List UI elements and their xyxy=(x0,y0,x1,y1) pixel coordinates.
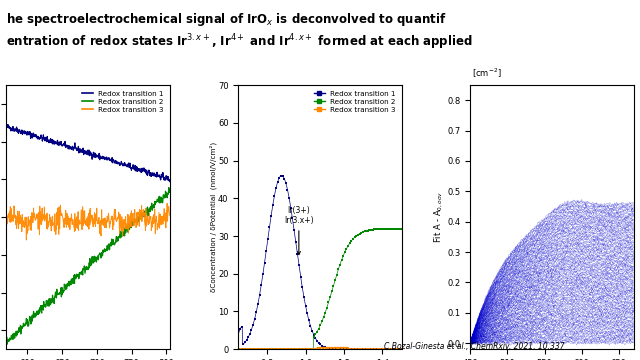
Legend: Redox transition 1, Redox transition 2, Redox transition 3: Redox transition 1, Redox transition 2, … xyxy=(79,89,166,115)
Legend: Redox transition 1, Redox transition 2, Redox transition 3: Redox transition 1, Redox transition 2, … xyxy=(312,89,398,115)
Y-axis label: Fit A - A$_{0,oov}$: Fit A - A$_{0,oov}$ xyxy=(432,191,445,243)
Text: Ir(3+)
Ir(3.x+): Ir(3+) Ir(3.x+) xyxy=(284,206,314,255)
Y-axis label: δConcentration / δPotential  (nmol/V/cm²): δConcentration / δPotential (nmol/V/cm²) xyxy=(209,142,216,292)
Text: [cm$^{-2}$]: [cm$^{-2}$] xyxy=(472,67,502,80)
Text: C.Bozal-Ginesta et al., ChemRxiv, 2021, 10.337: C.Bozal-Ginesta et al., ChemRxiv, 2021, … xyxy=(384,342,564,351)
Text: he spectroelectrochemical signal of IrO$_x$ is deconvolved to quantif
entration : he spectroelectrochemical signal of IrO$… xyxy=(6,11,473,52)
